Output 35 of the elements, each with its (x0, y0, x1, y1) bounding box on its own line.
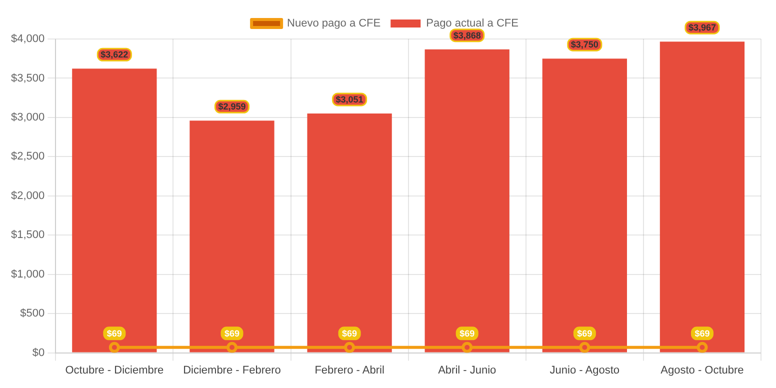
y-tick-label: $2,500 (10, 150, 45, 163)
data-label: $2,959 (218, 102, 246, 112)
data-label: $69 (342, 328, 358, 338)
x-tick-label: Diciembre - Febrero (183, 364, 281, 376)
y-tick-label: $1,000 (10, 268, 45, 280)
y-tick-label: $3,500 (10, 72, 45, 84)
y-tick-label: $2,000 (10, 190, 45, 202)
bar (542, 58, 627, 352)
data-label: $69 (577, 328, 592, 338)
data-label: $3,967 (688, 22, 716, 33)
y-tick-label: $500 (20, 308, 45, 320)
data-label: $69 (460, 328, 475, 338)
x-tick-label: Abril - Junio (438, 364, 496, 376)
data-label: $3,622 (100, 50, 128, 60)
bar (190, 120, 274, 352)
x-tick-label: Febrero - Abril (314, 364, 384, 376)
y-tick-label: $3,000 (10, 111, 45, 124)
legend-label: Pago actual a CFE (426, 18, 518, 30)
y-tick-label: $4,000 (10, 33, 45, 46)
x-tick-label: Octubre - Diciembre (65, 364, 164, 376)
data-label: $3,868 (453, 30, 481, 40)
bar (424, 49, 510, 352)
bar (660, 42, 745, 352)
y-tick-label: $1,500 (10, 229, 45, 242)
data-label: $3,750 (570, 40, 598, 50)
bar (307, 113, 392, 352)
x-tick-label: Agosto - Octubre (660, 364, 744, 376)
data-label: $69 (224, 328, 240, 338)
data-label: $3,051 (336, 94, 364, 104)
legend-label: Nuevo pago a CFE (287, 18, 381, 30)
x-tick-label: Junio - Agosto (550, 364, 620, 376)
y-tick-label: $0 (32, 346, 45, 359)
data-label: $69 (106, 328, 122, 338)
bar (72, 68, 157, 352)
data-label: $69 (694, 328, 710, 338)
